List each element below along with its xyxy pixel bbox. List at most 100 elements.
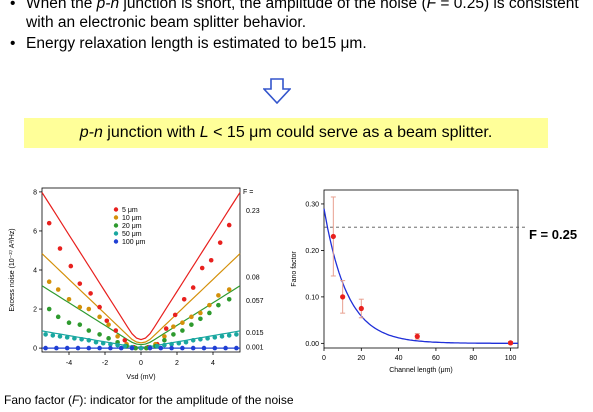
x-tick-label: 60 [432, 355, 440, 362]
data-point-red [199, 265, 205, 271]
data-point-red [163, 326, 169, 331]
x-tick-label: -2 [102, 360, 108, 367]
data-point-orange [66, 296, 72, 302]
data-point-red [181, 296, 187, 302]
y-tick-label: 6 [33, 228, 37, 235]
text-run: Fano factor ( [4, 393, 73, 407]
data-point-blue [118, 345, 124, 351]
legend-marker [113, 223, 119, 228]
data-point-green [162, 337, 167, 343]
f-annotation: F = 0.25 [529, 227, 578, 242]
data-point-teal [234, 332, 239, 337]
data-point-teal [154, 343, 160, 349]
data-point-teal [43, 332, 48, 337]
data-point-blue [201, 345, 207, 351]
data-point-teal [183, 339, 189, 345]
legend-label: 50 μm [122, 231, 142, 238]
data-point-teal [226, 333, 232, 338]
data-point-green [189, 322, 194, 327]
data-point-teal [79, 337, 84, 342]
legend-label: 100 μm [122, 239, 146, 246]
fit-line-red [41, 192, 241, 341]
data-point-teal [198, 337, 203, 342]
text-run: F [426, 0, 437, 12]
down-arrow-icon [263, 78, 291, 104]
f-value-label: 0.08 [246, 274, 260, 281]
data-point-teal [219, 334, 225, 339]
plot-frame [323, 189, 519, 349]
data-point-blue [54, 345, 59, 351]
data-point-blue [75, 345, 81, 351]
text-run: junction is short, the amplitude of the … [119, 0, 427, 12]
plot-frame [41, 187, 241, 353]
data-point-red [122, 337, 128, 343]
f-value-label: 0.057 [246, 298, 264, 305]
data-point-green [106, 336, 111, 341]
y-tick-label: 0 [33, 346, 37, 353]
data-point-orange [55, 287, 61, 292]
data-point-orange [226, 287, 232, 292]
data-point-green [216, 302, 221, 308]
data-point-blue [234, 345, 239, 351]
x-tick-label: 80 [469, 355, 477, 362]
text-run: Energy relaxation length is estimated to… [26, 35, 367, 52]
banner-text: p-n junction with L < 15 μm could serve … [80, 124, 493, 141]
data-point [358, 305, 364, 312]
data-point-orange [77, 304, 83, 310]
data-point-teal [72, 336, 77, 341]
text-run: F [72, 393, 80, 407]
data-point-blue [43, 345, 48, 351]
data-point-teal [93, 339, 99, 345]
data-point-orange [207, 302, 212, 308]
data-point-green [198, 316, 203, 322]
data-point-red [104, 318, 110, 324]
data-point [330, 233, 336, 240]
x-axis-label: Vsd (mV) [126, 374, 155, 381]
bullet-text-1: Energy relaxation length is estimated to… [26, 35, 367, 52]
x-axis-label: Channel length (μm) [389, 367, 453, 374]
data-point-teal [86, 337, 92, 343]
data-point-green [180, 328, 185, 333]
x-tick-label: 2 [175, 360, 179, 367]
data-point-orange [171, 324, 176, 329]
data-point-green [207, 310, 212, 316]
f-value-label: 0.23 [246, 208, 260, 215]
data-point-teal [122, 343, 128, 349]
f-value-label: 0.001 [246, 345, 264, 352]
data-point-teal [115, 342, 120, 348]
data-point-teal [190, 337, 196, 343]
y-tick-label: 0.20 [305, 248, 319, 255]
data-point-red [97, 304, 102, 310]
data-point-red [226, 222, 232, 228]
data-point-blue [212, 345, 218, 351]
data-point-green [97, 332, 102, 337]
data-point-teal [212, 335, 218, 340]
y-tick-label: 0.30 [305, 201, 319, 208]
fit-line-green [41, 285, 241, 346]
data-point-orange [86, 306, 92, 312]
data-point-orange [46, 279, 52, 285]
data-point-orange [189, 314, 194, 320]
x-tick-label: 100 [505, 355, 517, 362]
data-point [414, 333, 420, 339]
fit-line-orange [41, 253, 241, 344]
data-point-red [217, 240, 223, 245]
data-point-teal [205, 336, 210, 341]
data-point-teal [138, 345, 144, 351]
caption: Fano factor (F): indicator for the ampli… [4, 393, 294, 407]
data-point-orange [162, 334, 167, 339]
text-run: ): indicator for the amplitude of the no… [79, 393, 294, 407]
legend-marker [113, 239, 119, 244]
highlight-banner: p-n junction with L < 15 μm could serve … [24, 118, 548, 148]
data-point-teal [169, 341, 174, 347]
data-point-green [66, 320, 72, 326]
data-point-red [172, 312, 178, 318]
text-run: < 15 μm could serve as a beam splitter. [208, 124, 493, 141]
text-run: p-n [79, 124, 103, 141]
data-point-teal [176, 340, 182, 346]
data-point-green [226, 296, 232, 302]
data-point-teal [162, 342, 167, 348]
data-point-blue [64, 345, 70, 351]
y-tick-label: 0.00 [305, 341, 319, 348]
data-point-green [144, 345, 149, 351]
